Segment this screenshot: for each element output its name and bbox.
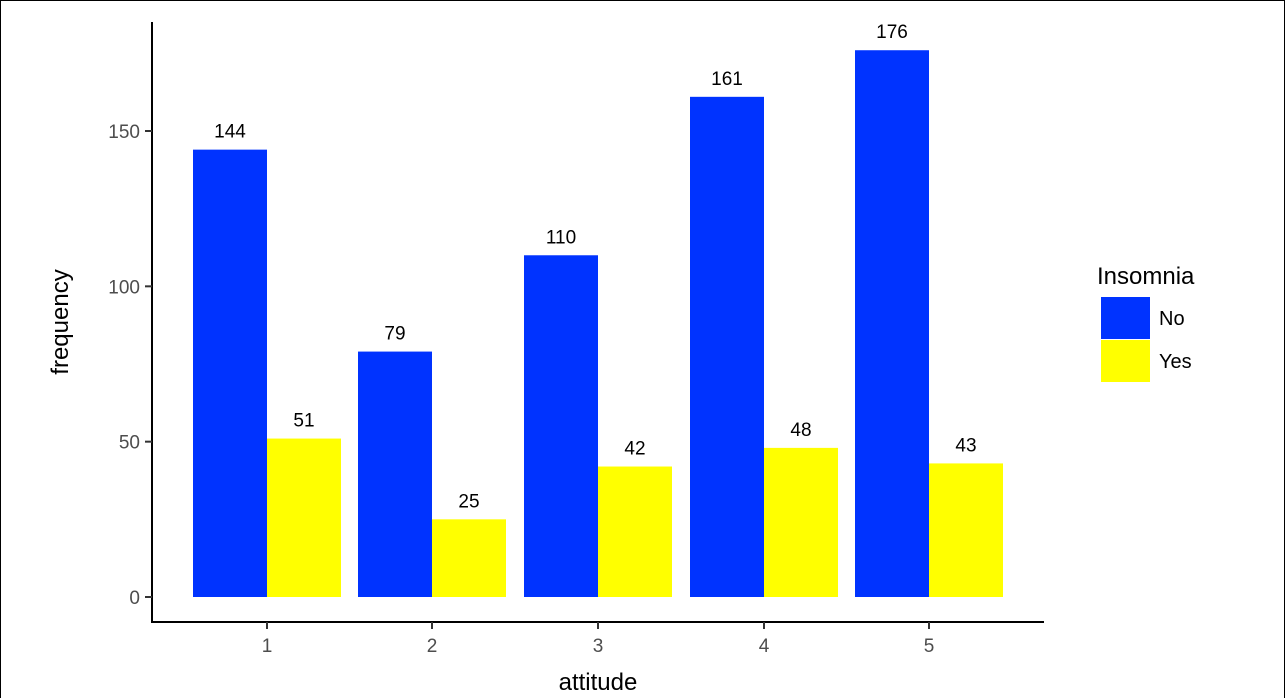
- bar-yes-4: [764, 447, 838, 597]
- bars-group: [193, 50, 1003, 598]
- y-tick-label: 50: [119, 433, 140, 454]
- data-label-yes-2: 25: [458, 491, 479, 512]
- data-label-no-1: 144: [214, 122, 246, 143]
- data-label-no-4: 161: [711, 69, 743, 90]
- data-label-no-2: 79: [384, 324, 405, 345]
- legend-label-yes: Yes: [1159, 351, 1192, 373]
- legend: Insomnia No Yes: [1097, 263, 1195, 382]
- bar-no-2: [358, 351, 432, 597]
- bar-no-5: [855, 50, 929, 597]
- bar-no-4: [690, 96, 764, 598]
- legend-key-no: [1101, 297, 1150, 339]
- bar-no-1: [193, 149, 267, 597]
- data-labels-group: 144 79 110 161 176 51 25 42 48 43: [214, 22, 976, 512]
- y-tick-label: 150: [108, 122, 140, 143]
- x-axis-title: attitude: [559, 669, 638, 696]
- data-label-no-3: 110: [546, 227, 576, 248]
- x-tick-label: 5: [924, 636, 935, 657]
- x-tick-label: 4: [759, 636, 770, 657]
- y-axis-title: frequency: [47, 269, 74, 374]
- y-tick-label: 100: [108, 277, 140, 298]
- x-axis-ticks: 1 2 3 4 5: [262, 622, 935, 657]
- x-tick-label: 2: [427, 636, 438, 657]
- data-label-yes-5: 43: [955, 435, 976, 456]
- legend-title: Insomnia: [1097, 263, 1195, 290]
- y-axis-ticks: 0 50 100 150: [108, 122, 152, 609]
- bar-yes-2: [432, 519, 506, 597]
- x-tick-label: 3: [593, 636, 604, 657]
- bar-no-3: [524, 255, 598, 597]
- data-label-no-5: 176: [876, 22, 908, 43]
- legend-label-no: No: [1159, 308, 1185, 330]
- x-tick-label: 1: [262, 636, 273, 657]
- bar-yes-1: [267, 438, 341, 597]
- legend-key-yes: [1101, 340, 1150, 382]
- data-label-yes-1: 51: [293, 411, 314, 432]
- bar-yes-3: [598, 466, 672, 597]
- bar-yes-5: [929, 463, 1003, 597]
- data-label-yes-3: 42: [624, 439, 645, 460]
- data-label-yes-4: 48: [790, 420, 811, 441]
- y-tick-label: 0: [129, 588, 140, 609]
